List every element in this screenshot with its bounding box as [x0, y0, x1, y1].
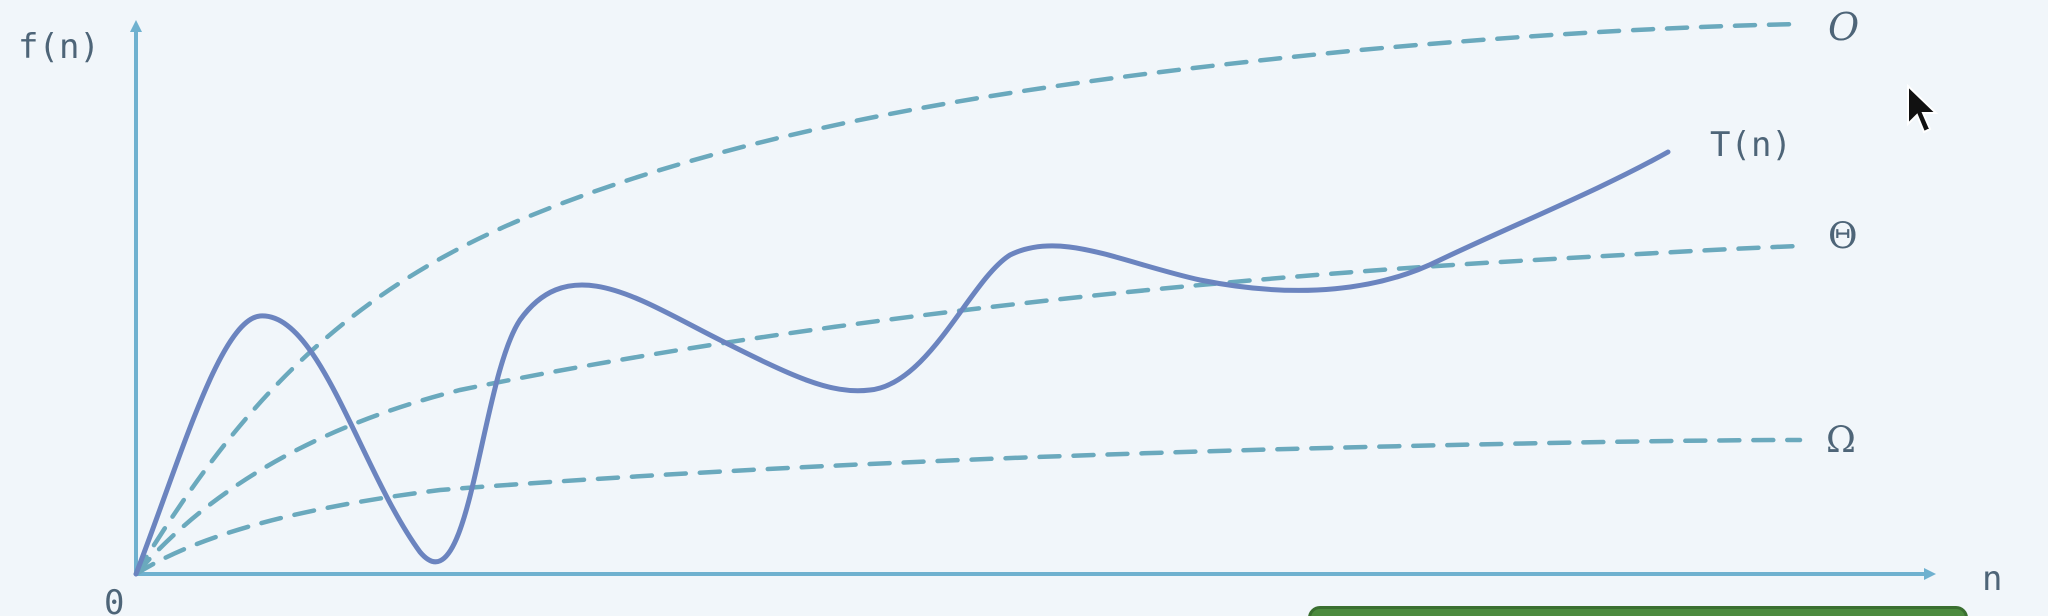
big-theta-label: Θ	[1828, 216, 1858, 257]
origin-label: 0	[104, 583, 124, 616]
green-button-partial[interactable]	[1308, 606, 1968, 616]
arrow-pointer-icon	[1907, 84, 1939, 134]
big-omega-label: Ω	[1826, 420, 1856, 461]
y-axis-label: f(n)	[18, 27, 100, 67]
big-o-upper-bound-curve	[133, 21, 1803, 577]
big-omega-lower-bound-curve	[133, 437, 1803, 577]
big-o-label: O	[1828, 5, 1859, 49]
t-of-n-function-curve	[133, 149, 1671, 577]
t-of-n-label: T(n)	[1710, 125, 1792, 165]
x-axis-label: n	[1982, 559, 2002, 599]
big-theta-tight-bound-curve	[133, 243, 1803, 577]
